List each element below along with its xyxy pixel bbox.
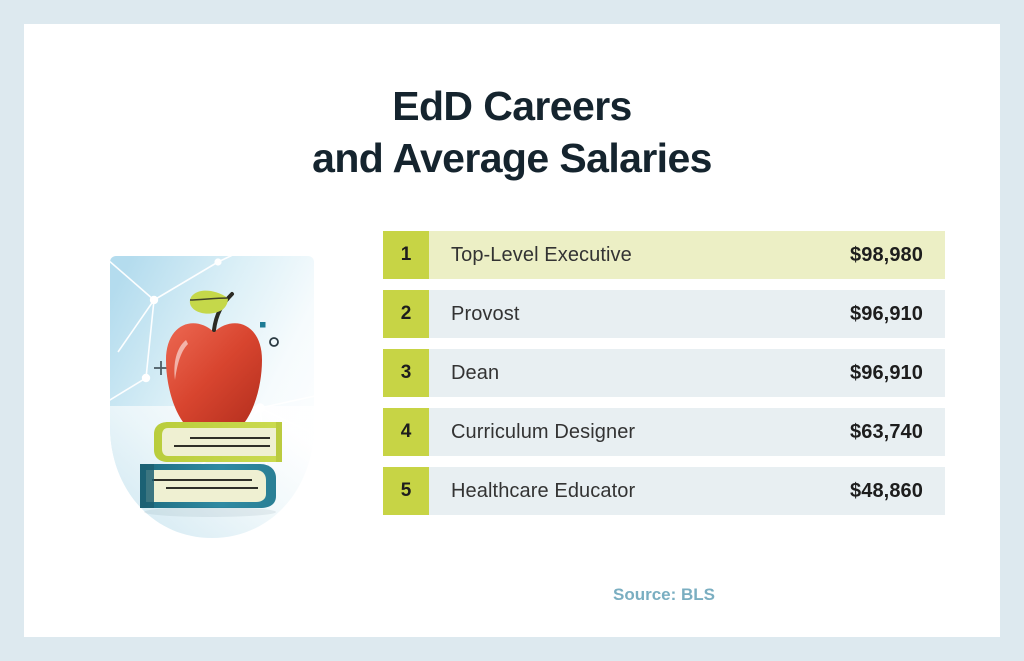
salary-value: $96,910 bbox=[850, 361, 923, 384]
row-body: Curriculum Designer $63,740 bbox=[429, 408, 945, 456]
career-label: Top-Level Executive bbox=[451, 243, 632, 266]
shield-badge bbox=[110, 256, 314, 538]
table-row[interactable]: 5 Healthcare Educator $48,860 bbox=[383, 467, 945, 515]
source-label: Source: BLS bbox=[612, 585, 716, 604]
rank-badge: 2 bbox=[383, 290, 429, 338]
plus-mark bbox=[154, 361, 168, 375]
book-stack bbox=[140, 422, 282, 517]
rank-badge: 4 bbox=[383, 408, 429, 456]
table-row[interactable]: 1 Top-Level Executive $98,980 bbox=[383, 231, 945, 279]
rank-badge: 1 bbox=[383, 231, 429, 279]
rank-badge: 5 bbox=[383, 467, 429, 515]
table-row[interactable]: 2 Provost $96,910 bbox=[383, 290, 945, 338]
salary-value: $98,980 bbox=[850, 243, 923, 266]
careers-list: 1 Top-Level Executive $98,980 2 Provost … bbox=[383, 231, 945, 515]
row-body: Provost $96,910 bbox=[429, 290, 945, 338]
apple bbox=[166, 290, 262, 432]
salary-value: $63,740 bbox=[850, 420, 923, 443]
table-row[interactable]: 4 Curriculum Designer $63,740 bbox=[383, 408, 945, 456]
row-body: Top-Level Executive $98,980 bbox=[429, 231, 945, 279]
rank-badge: 3 bbox=[383, 349, 429, 397]
career-label: Provost bbox=[451, 302, 520, 325]
salary-value: $96,910 bbox=[850, 302, 923, 325]
title-line-1: EdD Careers bbox=[392, 83, 632, 129]
page-title: EdD Careers and Average Salaries bbox=[24, 80, 1000, 184]
salary-value: $48,860 bbox=[850, 479, 923, 502]
title-line-2: and Average Salaries bbox=[312, 135, 712, 182]
shield-svg bbox=[110, 256, 314, 538]
row-body: Healthcare Educator $48,860 bbox=[429, 467, 945, 515]
career-label: Dean bbox=[451, 361, 500, 384]
infographic-card: EdD Careers and Average Salaries bbox=[24, 24, 1000, 637]
dot-mark bbox=[260, 322, 266, 328]
circle-mark bbox=[269, 337, 279, 347]
education-illustration bbox=[86, 231, 338, 541]
career-label: Healthcare Educator bbox=[451, 479, 636, 502]
career-label: Curriculum Designer bbox=[451, 420, 636, 443]
table-row[interactable]: 3 Dean $96,910 bbox=[383, 349, 945, 397]
row-body: Dean $96,910 bbox=[429, 349, 945, 397]
